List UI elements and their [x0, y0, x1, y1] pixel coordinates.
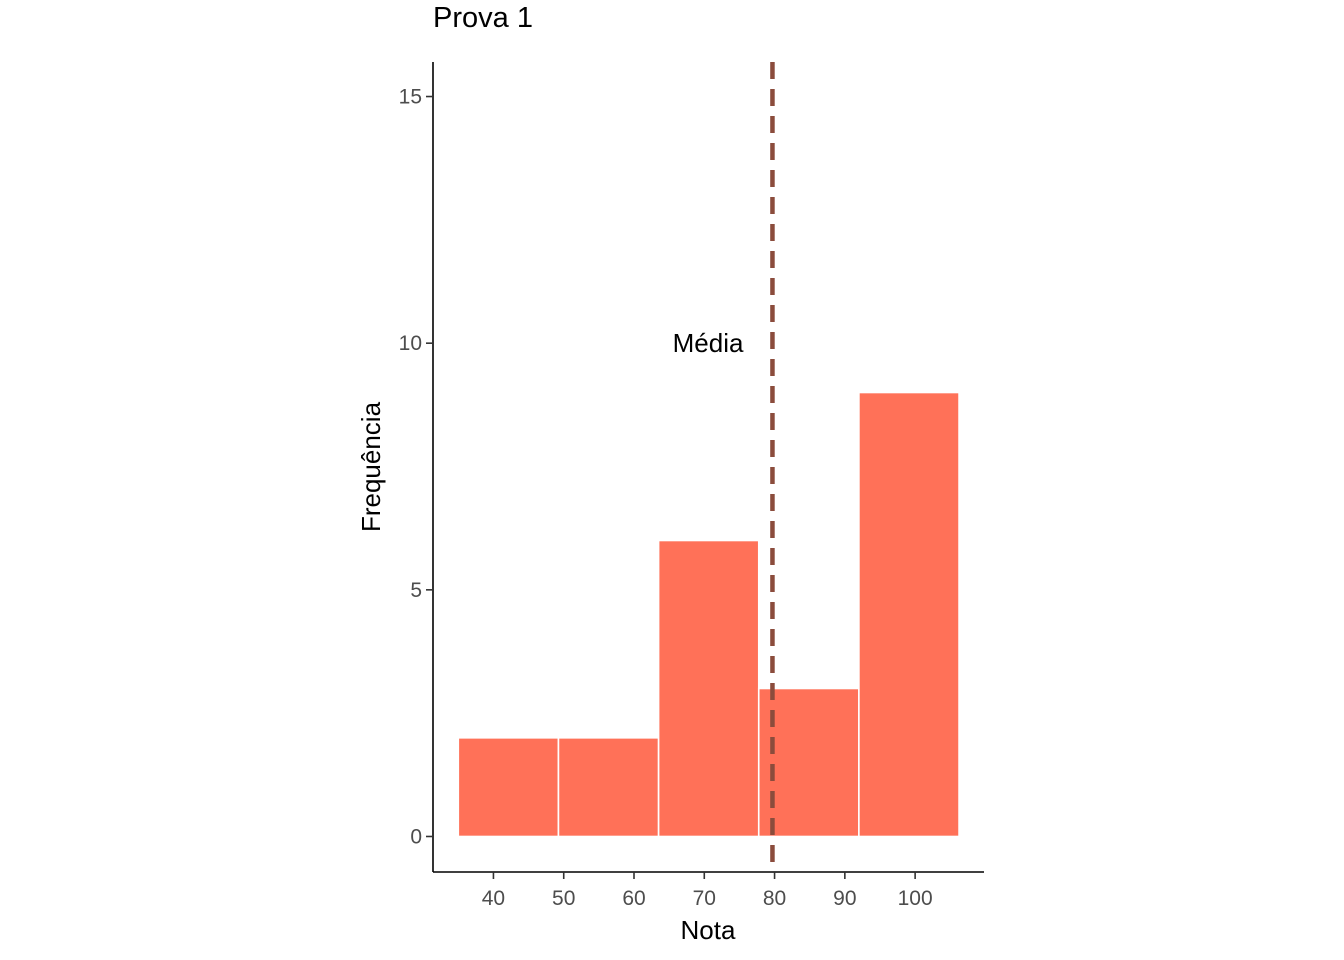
y-tick-label: 15 [399, 86, 422, 109]
histogram-bar-1 [457, 737, 560, 838]
x-tick-label: 60 [622, 887, 645, 910]
x-tick-label: 40 [482, 887, 505, 910]
histogram-bar-5 [858, 391, 960, 838]
y-tick-label: 5 [410, 579, 422, 602]
histogram-bar-4 [757, 687, 860, 838]
x-tick-label: 70 [693, 887, 716, 910]
x-tick-label: 80 [763, 887, 786, 910]
x-tick-label: 90 [833, 887, 856, 910]
mean-line-group: Média [673, 62, 775, 872]
bars-group [457, 391, 960, 838]
mean-annotation: Média [673, 328, 744, 358]
x-axis-label: Nota [681, 915, 736, 945]
y-tick-label: 0 [410, 825, 422, 848]
chart-title: Prova 1 [433, 2, 533, 34]
histogram-bar-3 [657, 539, 760, 838]
x-tick-label: 50 [552, 887, 575, 910]
y-axis-label: Frequência [356, 401, 386, 532]
histogram-bar-2 [557, 737, 660, 838]
y-ticks-group: 0 5 10 15 [399, 86, 433, 848]
y-tick-label: 10 [399, 332, 422, 355]
x-tick-label: 100 [898, 887, 933, 910]
x-ticks-group: 40 50 60 70 80 90 100 [482, 872, 933, 910]
